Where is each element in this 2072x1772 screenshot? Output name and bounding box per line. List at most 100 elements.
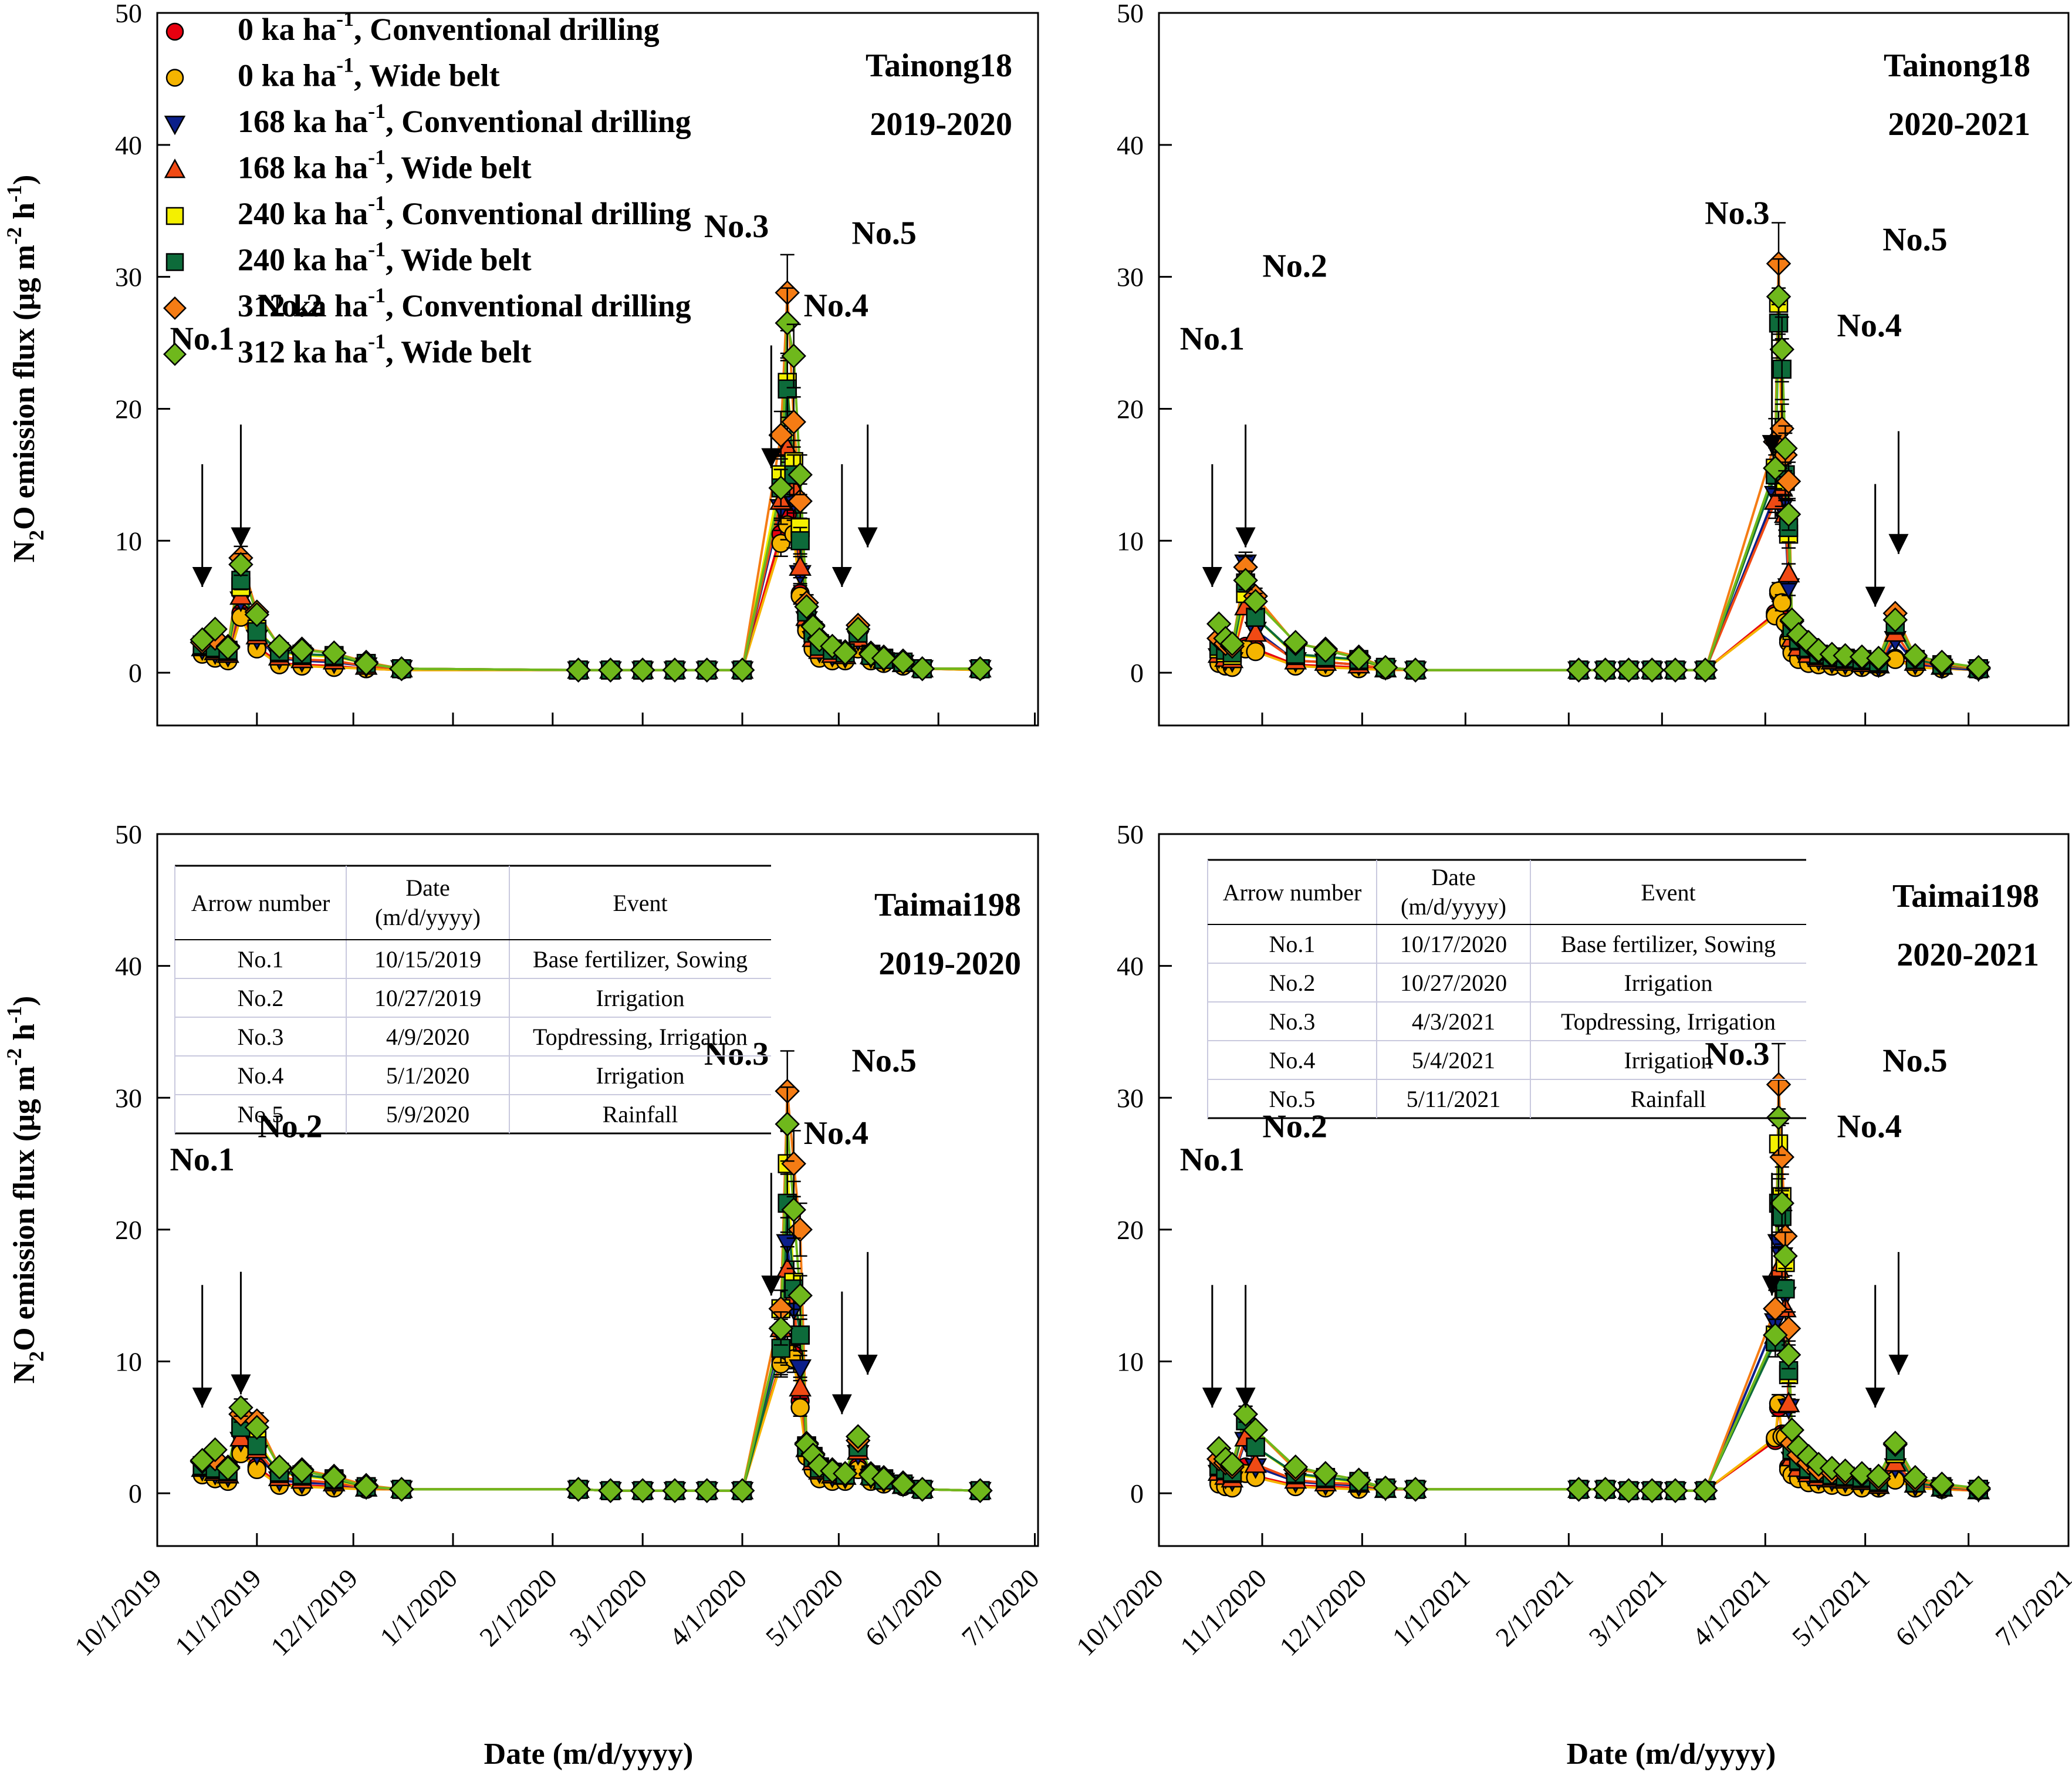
legend-exp: -1 — [368, 330, 386, 353]
data-point — [1882, 1430, 1908, 1456]
y-tick-label: 20 — [1117, 1215, 1144, 1245]
data-point — [1966, 1475, 1991, 1501]
data-point — [630, 657, 655, 683]
series-5 — [1218, 1203, 1979, 1492]
data-point — [202, 1437, 228, 1463]
data-point — [790, 1398, 810, 1417]
legend-exp: -1 — [368, 238, 386, 261]
data-point — [1593, 657, 1618, 683]
data-point — [1246, 642, 1265, 661]
legend-label: 312 ka ha-1, Wide belt — [238, 330, 532, 370]
series-line — [1218, 1084, 1979, 1492]
series-markers-3 — [1207, 1238, 1990, 1500]
y-title-part: -2 — [2, 227, 26, 245]
table-cell-event: Topdressing, Irrigation — [533, 1024, 748, 1050]
legend-label: 0 ka ha-1, Wide belt — [238, 53, 500, 93]
legend-rate: 240 ka ha — [238, 242, 368, 278]
x-tick-label: 11/1/2020 — [1174, 1563, 1272, 1661]
data-point — [1776, 468, 1801, 494]
x-tick-label: 11/1/2019 — [169, 1563, 267, 1661]
y-title-part: μg m — [8, 245, 41, 310]
series-markers-3 — [191, 425, 992, 679]
series-markers-5 — [1209, 287, 1988, 680]
legend-rate: 0 ka ha — [238, 58, 336, 93]
data-point — [1662, 657, 1688, 683]
data-point — [322, 640, 347, 666]
legend-rate: 0 ka ha — [238, 12, 336, 47]
data-point — [1692, 657, 1718, 683]
series-markers-7 — [1206, 258, 1991, 683]
data-point — [598, 1478, 623, 1503]
data-point — [353, 651, 379, 676]
table-cell-date: 5/9/2020 — [386, 1101, 469, 1128]
arrow-label: No.4 — [1837, 1109, 1901, 1145]
data-point — [662, 657, 688, 683]
data-point — [228, 552, 253, 577]
legend-label: 240 ka ha-1, Conventional drilling — [238, 191, 691, 231]
data-point — [1244, 1452, 1267, 1473]
data-point — [289, 1458, 315, 1484]
arrow-label: No.3 — [704, 1036, 769, 1072]
data-point — [890, 649, 916, 675]
arrow-label: No.4 — [1837, 308, 1901, 344]
x-tick-label: 12/1/2020 — [1273, 1563, 1372, 1662]
arrow-label: No.2 — [1262, 248, 1327, 285]
data-point — [1966, 654, 1991, 680]
legend-marker — [165, 69, 184, 87]
legend-exp: -1 — [368, 99, 386, 123]
data-point — [775, 1111, 800, 1137]
y-tick-label: 20 — [115, 1215, 142, 1245]
data-point — [968, 656, 993, 681]
data-point — [871, 646, 897, 671]
table-header-date-format: (m/d/yyyy) — [375, 904, 481, 930]
series-line — [1218, 1203, 1979, 1492]
y-tick-label: 10 — [115, 1347, 142, 1377]
data-point — [1777, 561, 1800, 583]
series-7 — [1218, 1117, 1979, 1492]
legend-rate: 312 ka ha — [238, 288, 368, 323]
data-point — [1776, 502, 1801, 527]
data-point — [910, 656, 935, 681]
data-point — [1882, 607, 1908, 633]
data-point — [1769, 1145, 1794, 1170]
legend-rate: 240 ka ha — [238, 196, 368, 231]
data-point — [787, 488, 813, 514]
series-5 — [1218, 323, 1979, 671]
table-cell-event: Irrigation — [596, 985, 684, 1011]
data-point — [1616, 657, 1641, 683]
x-tick-label: 6/1/2021 — [1890, 1563, 1979, 1652]
plot-frame — [156, 833, 1039, 1547]
data-point — [1566, 1477, 1591, 1502]
y-tick-label: 30 — [115, 262, 142, 292]
data-point — [1772, 593, 1792, 613]
y-title-part: h — [8, 1024, 41, 1048]
table-header-event: Event — [613, 890, 667, 916]
y-axis-title: N2O emission flux (μg m-2 h-1) — [2, 175, 48, 563]
table-cell-arrow: No.2 — [1269, 970, 1316, 996]
data-point — [794, 594, 819, 619]
data-point — [790, 531, 810, 551]
arrow-label: No.2 — [258, 288, 322, 324]
plot-frame — [1158, 833, 2070, 1547]
data-point — [1929, 649, 1955, 675]
table-cell-arrow: No.1 — [238, 946, 284, 973]
table-cell-date: 4/3/2021 — [1412, 1008, 1495, 1035]
series-line — [1218, 1143, 1979, 1492]
series-markers-5 — [192, 360, 990, 680]
y-tick-label: 10 — [1117, 1347, 1144, 1377]
data-point — [729, 1478, 755, 1503]
series-markers-5 — [192, 1173, 990, 1500]
table-cell-arrow: No.3 — [1269, 1008, 1316, 1035]
data-point — [1763, 455, 1788, 481]
y-tick-label: 0 — [129, 658, 142, 688]
series-markers-4 — [192, 352, 990, 680]
y-title-part: -1 — [2, 185, 26, 202]
data-point — [1283, 1454, 1309, 1480]
arrow-label: No.5 — [1882, 222, 1947, 258]
y-title-part: N — [8, 1362, 41, 1384]
data-point — [781, 409, 806, 435]
data-point — [789, 1359, 812, 1381]
data-point — [1769, 337, 1794, 362]
y-tick-label: 50 — [1117, 819, 1144, 849]
